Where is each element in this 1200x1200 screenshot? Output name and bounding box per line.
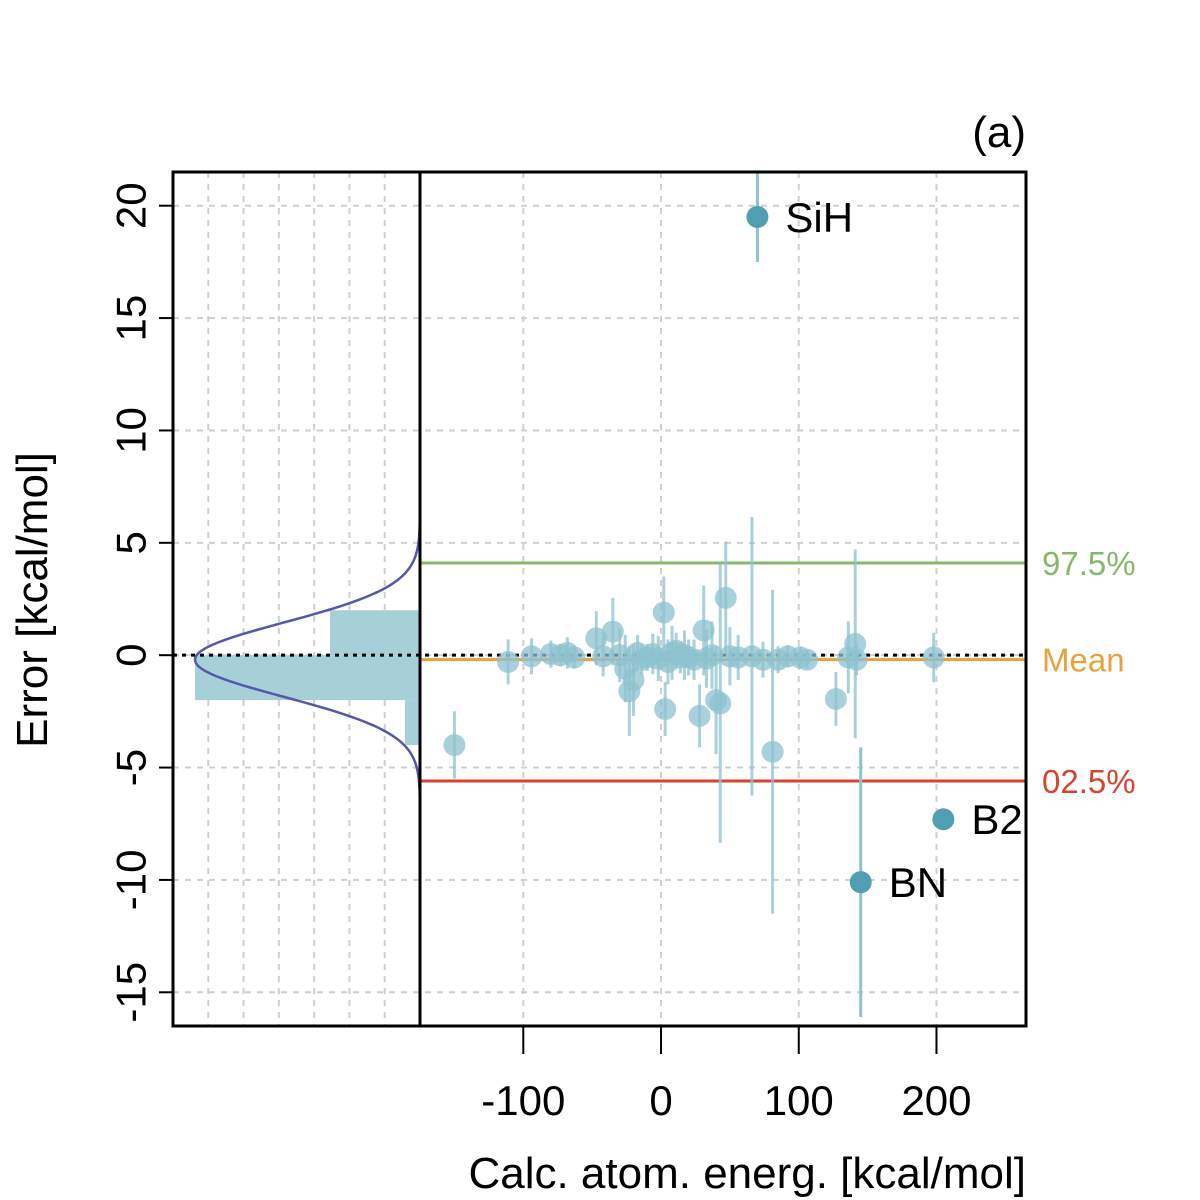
data-point-43 — [824, 688, 847, 711]
y-axis-title: Error [kcal/mol] — [8, 452, 57, 748]
data-point-46 — [845, 648, 868, 671]
data-point-38 — [761, 740, 784, 763]
data-point-8 — [601, 620, 624, 643]
data-point-47 — [922, 646, 945, 669]
data-point-1 — [520, 645, 543, 668]
outlier-label-BN: BN — [889, 859, 947, 906]
q02-label: 02.5% — [1042, 763, 1136, 800]
data-point-27 — [688, 704, 711, 727]
q97-label: 97.5% — [1042, 545, 1136, 582]
y-tick-label-0: -15 — [108, 962, 155, 1023]
y-tick-label-2: -5 — [108, 749, 155, 786]
data-point-28 — [692, 619, 715, 642]
x-tick-label-1: 0 — [649, 1077, 672, 1124]
points-layer: SiH B2 BN — [443, 194, 1023, 906]
x-tick-label-3: 200 — [901, 1077, 971, 1124]
data-point-37 — [751, 648, 774, 671]
data-point-19 — [654, 698, 677, 721]
data-point-6 — [585, 627, 608, 650]
grid-layer — [173, 172, 1026, 1026]
data-point-32 — [709, 692, 732, 715]
outlier-point-SiH — [746, 205, 769, 228]
outlier-point-BN — [849, 871, 872, 894]
data-point-30 — [700, 644, 723, 667]
x-tick-label-2: 100 — [764, 1077, 834, 1124]
x-tick-label-0: -100 — [481, 1077, 565, 1124]
y-tick-label-7: 20 — [108, 182, 155, 229]
data-point-0 — [497, 650, 520, 673]
error-bars-layer — [452, 172, 945, 1018]
y-tick-label-3: 0 — [108, 644, 155, 667]
data-point-18 — [652, 601, 675, 624]
y-tick-label-4: 5 — [108, 531, 155, 554]
histogram-bar-2 — [330, 610, 420, 656]
outlier-label-B2: B2 — [971, 796, 1022, 843]
data-point-48 — [443, 734, 466, 757]
data-point-7 — [592, 645, 615, 668]
reference-lines-layer: 97.5% Mean 02.5% — [173, 545, 1136, 800]
data-point-42 — [796, 648, 819, 671]
mean-label: Mean — [1042, 642, 1125, 679]
outlier-point-B2 — [932, 808, 955, 831]
y-tick-label-6: 15 — [108, 295, 155, 342]
histogram-layer — [193, 474, 422, 846]
histogram-bar-0 — [405, 700, 420, 746]
data-point-45 — [844, 632, 867, 655]
data-point-12 — [622, 668, 645, 691]
histogram-bar-1 — [195, 655, 420, 701]
plot-frame — [171, 170, 1028, 1028]
tick-layer: -15 -10 -5 0 5 10 15 20 -100 0 100 200 — [108, 182, 972, 1124]
y-tick-label-5: 10 — [108, 407, 155, 454]
data-point-5 — [563, 646, 586, 669]
x-axis-title: Calc. atom. energ. [kcal/mol] — [468, 1149, 1026, 1198]
panel-tag: (a) — [972, 108, 1026, 157]
frame-layer — [171, 170, 1028, 1028]
y-tick-label-1: -10 — [108, 850, 155, 911]
data-point-33 — [714, 586, 737, 609]
outlier-label-SiH: SiH — [785, 194, 853, 241]
